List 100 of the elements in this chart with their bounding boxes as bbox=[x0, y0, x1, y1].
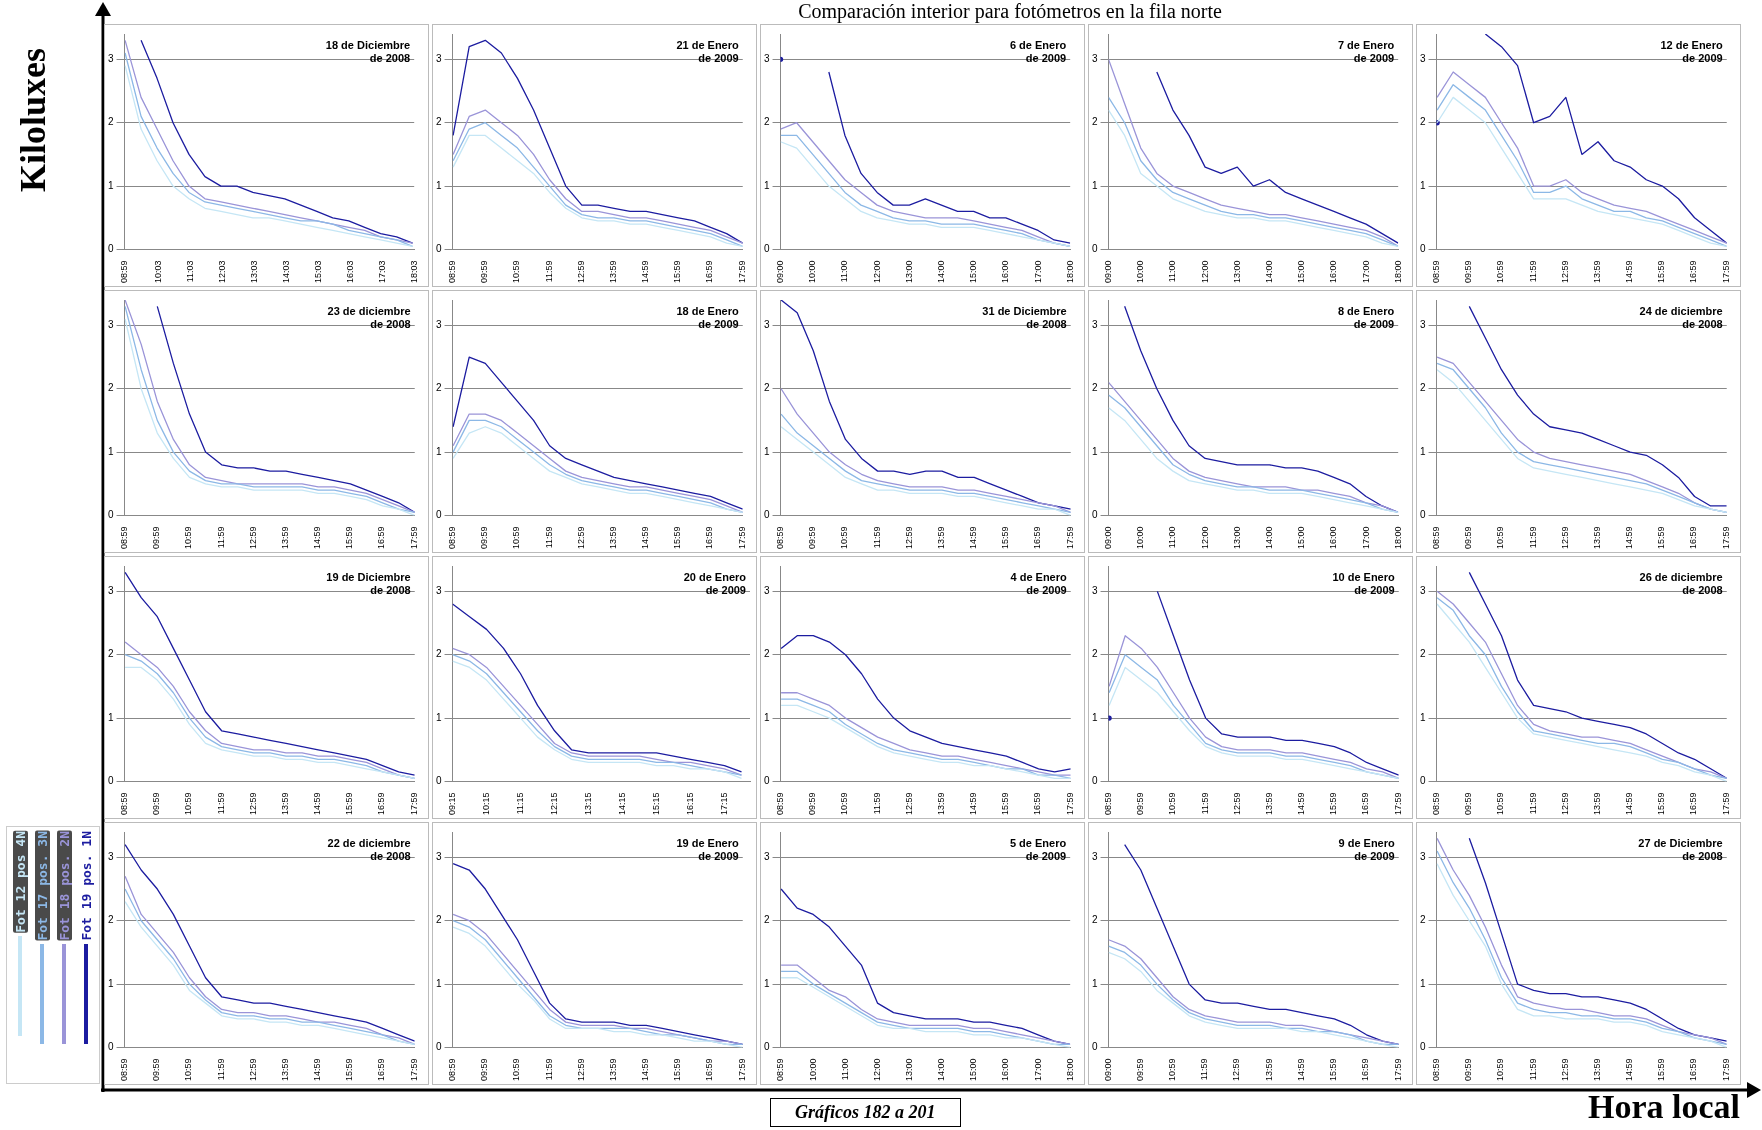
x-tick-label: 13:59 bbox=[607, 1058, 618, 1082]
x-tick-label: 09:59 bbox=[1463, 260, 1474, 284]
x-tick-label: 11:59 bbox=[543, 260, 554, 283]
y-tick-label: 0 bbox=[108, 775, 114, 787]
text: 10 de Enero de 2009 bbox=[1332, 570, 1396, 596]
x-tick-label: 10:03 bbox=[153, 260, 164, 284]
text: 8 de Enero de 2009 bbox=[1337, 304, 1395, 330]
x-tick-label: 08:59 bbox=[775, 526, 786, 550]
y-tick-label: 2 bbox=[1092, 382, 1098, 394]
y-tick-label: 3 bbox=[108, 851, 114, 863]
x-tick-label: 16:59 bbox=[1360, 1058, 1371, 1082]
x-tick-label: 08:59 bbox=[1431, 792, 1442, 816]
x-tick-label: 17:59 bbox=[408, 526, 419, 550]
y-tick-label: 0 bbox=[436, 509, 442, 521]
x-tick-label: 15:59 bbox=[1656, 792, 1667, 816]
y-tick-label: 1 bbox=[436, 179, 442, 191]
text: 22 de diciembre de 2008 bbox=[327, 836, 411, 862]
y-tick-label: 1 bbox=[764, 711, 770, 723]
x-tick-label: 10:59 bbox=[839, 526, 850, 550]
x-tick-label: 14:59 bbox=[312, 1058, 323, 1082]
x-tick-label: 17:15 bbox=[718, 792, 729, 816]
y-tick-label: 2 bbox=[108, 914, 114, 926]
y-tick-label: 1 bbox=[764, 445, 770, 457]
x-tick-label: 08:59 bbox=[447, 1058, 458, 1082]
y-tick-label: 0 bbox=[1092, 775, 1098, 787]
x-tick-label: 12:59 bbox=[575, 260, 586, 284]
x-tick-label: 11:03 bbox=[185, 260, 196, 283]
x-tick-label: 13:15 bbox=[583, 792, 594, 816]
x-tick-label: 15:59 bbox=[672, 260, 683, 284]
x-tick-label: 10:59 bbox=[839, 792, 850, 816]
y-tick-label: 2 bbox=[1420, 382, 1426, 394]
x-tick-label: 08:59 bbox=[119, 526, 130, 550]
y-tick-label: 2 bbox=[1092, 116, 1098, 128]
y-tick-label: 0 bbox=[1420, 243, 1426, 255]
y-tick-label: 0 bbox=[436, 775, 442, 787]
x-tick-label: 08:59 bbox=[447, 526, 458, 550]
x-tick-label: 13:00 bbox=[1231, 260, 1242, 284]
x-tick-label: 11:59 bbox=[215, 792, 226, 815]
x-tick-label: 13:59 bbox=[935, 792, 946, 816]
x-tick-label: 12:59 bbox=[1231, 792, 1242, 816]
x-tick-label: 16:00 bbox=[1328, 260, 1339, 284]
y-tick-label: 1 bbox=[108, 445, 114, 457]
x-tick-label: 09:59 bbox=[1134, 1058, 1145, 1082]
x-tick-label: 14:59 bbox=[1295, 1058, 1306, 1082]
x-tick-label: 12:59 bbox=[903, 792, 914, 816]
y-tick-label: 1 bbox=[108, 179, 114, 191]
x-tick-label: 15:59 bbox=[344, 792, 355, 816]
x-tick-label: 14:59 bbox=[312, 792, 323, 816]
y-tick-label: 2 bbox=[436, 382, 442, 394]
y-tick-label: 3 bbox=[1420, 851, 1426, 863]
x-tick-label: 12:59 bbox=[247, 526, 258, 550]
x-tick-label: 17:00 bbox=[1360, 260, 1371, 284]
x-tick-label: 12:59 bbox=[903, 526, 914, 550]
x-tick-label: 12:59 bbox=[247, 1058, 258, 1082]
x-tick-label: 16:59 bbox=[376, 1058, 387, 1082]
x-tick-label: 12:15 bbox=[549, 792, 560, 816]
x-tick-label: 15:59 bbox=[1328, 1058, 1339, 1082]
x-tick-label: 12:59 bbox=[1559, 526, 1570, 550]
x-tick-label: 11:00 bbox=[839, 1058, 850, 1081]
x-tick-label: 14:00 bbox=[936, 1058, 947, 1082]
x-tick-label: 14:59 bbox=[968, 792, 979, 816]
x-tick-label: 15:00 bbox=[968, 260, 979, 284]
text: 9 de Enero de 2009 bbox=[1338, 836, 1396, 862]
x-tick-label: 13:59 bbox=[607, 526, 618, 550]
y-tick-label: 1 bbox=[1420, 179, 1426, 191]
x-tick-label: 14:59 bbox=[640, 1058, 651, 1082]
x-tick-label: 11:59 bbox=[871, 792, 882, 815]
text: 21 de Enero de 2009 bbox=[676, 38, 740, 64]
y-tick-label: 2 bbox=[108, 382, 114, 394]
y-tick-label: 0 bbox=[1420, 509, 1426, 521]
y-tick-label: 2 bbox=[1420, 648, 1426, 660]
x-tick-label: 17:59 bbox=[736, 260, 747, 284]
x-tick-label: 15:00 bbox=[1296, 260, 1307, 284]
x-tick-label: 13:59 bbox=[1591, 1058, 1602, 1082]
y-tick-label: 3 bbox=[436, 851, 442, 863]
x-tick-label: 11:59 bbox=[1527, 792, 1538, 815]
y-tick-label: 0 bbox=[108, 243, 114, 255]
x-tick-label: 13:59 bbox=[1591, 792, 1602, 816]
x-tick-label: 10:59 bbox=[1166, 1058, 1177, 1082]
y-tick-label: 2 bbox=[108, 648, 114, 660]
text: 24 de diciembre de 2008 bbox=[1639, 304, 1723, 330]
x-tick-label: 09:59 bbox=[1463, 526, 1474, 550]
x-tick-label: 09:59 bbox=[1463, 1058, 1474, 1082]
x-tick-label: 14:59 bbox=[640, 260, 651, 284]
x-tick-label: 09:59 bbox=[151, 526, 162, 550]
y-tick-label: 1 bbox=[1092, 711, 1098, 723]
y-tick-label: 1 bbox=[436, 445, 442, 457]
x-tick-label: 09:00 bbox=[1103, 260, 1114, 284]
x-tick-label: 12:00 bbox=[1199, 526, 1210, 550]
y-tick-label: 0 bbox=[1420, 775, 1426, 787]
x-tick-label: 18:00 bbox=[1392, 260, 1403, 284]
x-tick-label: 10:00 bbox=[1135, 526, 1146, 550]
x-tick-label: 09:00 bbox=[775, 260, 786, 284]
x-tick-label: 15:00 bbox=[1296, 526, 1307, 550]
y-tick-label: 2 bbox=[764, 648, 770, 660]
x-tick-label: 18:00 bbox=[1064, 260, 1075, 284]
text: 12 de Enero de 2009 bbox=[1660, 38, 1724, 64]
text: 26 de diciembre de 2008 bbox=[1639, 570, 1723, 596]
x-tick-label: 08:59 bbox=[775, 792, 786, 816]
text: 18 de Enero de 2009 bbox=[676, 304, 740, 330]
